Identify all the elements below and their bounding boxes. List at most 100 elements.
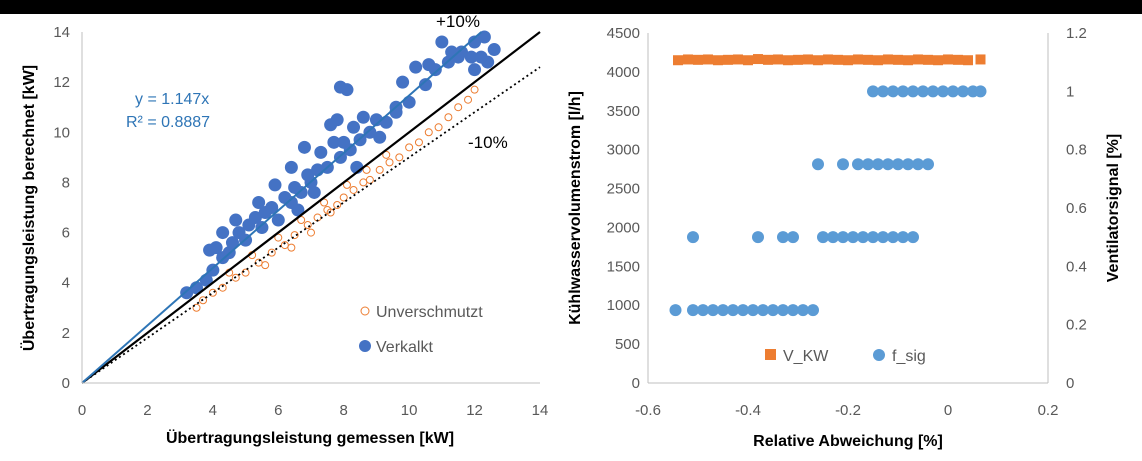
- f-sig-point: [827, 231, 839, 244]
- unverschmutzt-point: [231, 273, 240, 282]
- verkalkt-point: [340, 83, 354, 97]
- f-sig-point: [892, 158, 904, 171]
- unverschmutzt-point: [274, 233, 283, 242]
- f-sig-point: [777, 304, 789, 317]
- left-x-tick-label: 14: [532, 402, 549, 419]
- left-y-tick-label: 6: [62, 225, 70, 242]
- verkalkt-point: [229, 213, 243, 227]
- verkalkt-point: [464, 50, 478, 64]
- right-y-tick-label: 2500: [607, 181, 640, 198]
- right-y-tick-label: 4000: [607, 64, 640, 81]
- unverschmutzt-point: [326, 208, 335, 217]
- left-y-tick-label: 8: [62, 174, 70, 191]
- verkalkt-point: [307, 185, 321, 199]
- left-x-tick-label: 2: [143, 402, 151, 419]
- right-y2-axis-title: Ventilatorsignal [%]: [1105, 134, 1122, 282]
- verkalkt-point: [252, 195, 266, 209]
- v-kw-point: [683, 54, 693, 65]
- right-x-tick-label: -0.4: [735, 402, 761, 419]
- v-kw-point: [803, 54, 813, 65]
- right-x-tick-labels: -0.6 -0.4 -0.2 0 0.2: [635, 402, 1058, 419]
- right-chart-marks: [669, 54, 987, 317]
- left-x-tick-label: 0: [78, 402, 86, 419]
- right-y2-tick-label: 0.6: [1066, 200, 1087, 217]
- v-kw-point: [963, 55, 973, 66]
- v-kw-point: [943, 54, 953, 65]
- unverschmutzt-point: [320, 198, 329, 207]
- left-x-tick-label: 6: [274, 402, 282, 419]
- f-sig-point: [897, 231, 909, 244]
- right-y-tick-labels: 0 500 1000 1500 2000 2500 3000 3500 4000 4500: [607, 25, 640, 392]
- v-kw-point: [723, 54, 733, 65]
- f-sig-point: [947, 85, 959, 98]
- right-y2-tick-label: 1: [1066, 83, 1074, 100]
- v-kw-point: [793, 54, 803, 65]
- unverschmutzt-point: [414, 138, 423, 147]
- f-sig-point: [907, 231, 919, 244]
- top-black-bar: [0, 0, 1142, 14]
- left-y-tick-label: 12: [53, 74, 70, 91]
- unverschmutzt-point: [199, 296, 208, 305]
- right-x-tick-label: -0.6: [635, 402, 661, 419]
- verkalkt-point: [248, 211, 262, 225]
- v-kw-point: [873, 55, 883, 66]
- legend-label-f-sig: f_sig: [892, 348, 926, 365]
- verkalkt-point: [268, 178, 282, 192]
- verkalkt-point: [347, 120, 361, 134]
- v-kw-point: [783, 55, 793, 66]
- verkalkt-point: [468, 63, 482, 77]
- unverschmutzt-point: [241, 268, 250, 277]
- v-kw-point: [693, 54, 703, 65]
- right-y-tick-label: 2000: [607, 219, 640, 236]
- verkalkt-point: [379, 115, 393, 129]
- v-kw-point: [843, 55, 853, 66]
- unverschmutzt-point: [287, 243, 296, 252]
- verkalkt-point: [314, 145, 328, 159]
- verkalkt-point: [477, 30, 491, 44]
- unverschmutzt-point: [470, 85, 479, 94]
- f-sig-point: [937, 85, 949, 98]
- unverschmutzt-point: [405, 143, 414, 152]
- verkalkt-point: [284, 160, 298, 174]
- legend-marker-verkalkt: [359, 340, 371, 352]
- unverschmutzt-point: [365, 175, 374, 184]
- left-y-tick-label: 4: [62, 275, 70, 292]
- f-sig-point: [872, 158, 884, 171]
- unverschmutzt-point: [339, 193, 348, 202]
- left-y-tick-label: 2: [62, 325, 70, 342]
- plus10-annotation: +10%: [436, 12, 480, 31]
- left-y-tick-label: 14: [53, 24, 70, 41]
- right-y-tick-label: 4500: [607, 25, 640, 42]
- verkalkt-point: [265, 201, 279, 214]
- left-chart: 0 2 4 6 8 10 12 14 0 2 4 6 8 10 12 14 +10% -10% y = 1.…: [19, 12, 548, 447]
- right-x-axis-title: Relative Abweichung [%]: [753, 433, 943, 450]
- verkalkt-point: [396, 75, 410, 89]
- f-sig-point: [917, 85, 929, 98]
- f-sig-point: [707, 304, 719, 317]
- v-kw-point: [733, 54, 743, 65]
- right-y-tick-label: 3500: [607, 103, 640, 120]
- minus10-annotation: -10%: [468, 133, 508, 152]
- left-x-tick-labels: 0 2 4 6 8 10 12 14: [78, 402, 549, 419]
- f-sig-point: [837, 158, 849, 171]
- v-kw-point: [853, 54, 863, 65]
- right-y-tick-label: 1000: [607, 297, 640, 314]
- verkalkt-point: [294, 185, 308, 199]
- verkalkt-point: [330, 113, 344, 127]
- v-kw-point: [703, 54, 713, 65]
- unverschmutzt-point: [290, 231, 299, 240]
- f-sig-point: [877, 231, 889, 244]
- f-sig-point: [697, 304, 709, 317]
- trendline: [81, 31, 482, 384]
- verkalkt-point: [373, 130, 387, 144]
- v-kw-point: [893, 54, 903, 65]
- left-y-tick-labels: 0 2 4 6 8 10 12 14: [53, 24, 70, 392]
- unverschmutzt-point: [307, 228, 315, 237]
- unverschmutzt-point: [444, 113, 453, 122]
- f-sig-point: [807, 304, 819, 317]
- verkalkt-point: [291, 203, 305, 217]
- unverschmutzt-point: [424, 128, 433, 137]
- left-y-tick-label: 10: [53, 124, 70, 141]
- f-sig-point: [757, 304, 769, 317]
- f-sig-point: [727, 304, 739, 317]
